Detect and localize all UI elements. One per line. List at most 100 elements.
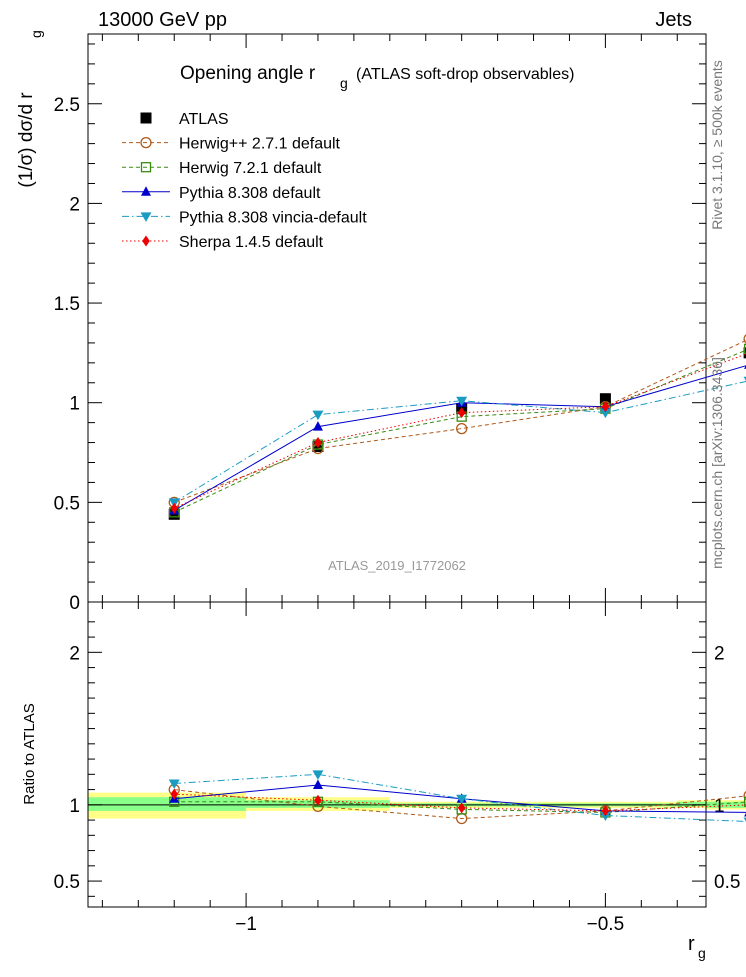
data-point-herwigpp [456, 422, 468, 435]
analysis-label: ATLAS_2019_I1772062 [328, 558, 466, 573]
legend: ATLAS Herwig++ 2.7.1 default Herwig 7.2.1 … [122, 111, 367, 251]
ratio-point-pythia [312, 779, 323, 789]
x-tick-label: −0.5 [587, 914, 625, 935]
ratio-panel: 0.5 0.5 1 1 2 2 −1 −0.5 [54, 601, 746, 935]
ratio-y-tick-label-right: 0.5 [714, 872, 740, 893]
legend-label-pythia: Pythia 8.308 default [179, 185, 321, 202]
legend-item-sherpa: Sherpa 1.4.5 default [122, 234, 324, 251]
ratio-series [168, 770, 746, 825]
data-point-atlas [599, 393, 611, 405]
ratio-y-label: Ratio to ATLAS [21, 703, 38, 804]
ratio-y-tick-label-right: 1 [714, 796, 725, 817]
main-y-tick-label: 1 [69, 394, 80, 415]
title-paren: (ATLAS soft-drop observables) [356, 66, 574, 83]
data-point-herwig7 [743, 343, 746, 355]
header-right: Jets [655, 9, 692, 31]
ratio-y-tick-label: 0.5 [54, 872, 80, 893]
ratio-point-vincia [743, 817, 746, 822]
ratio-line-vincia [174, 773, 746, 822]
rivet-label: Rivet 3.1.10, ≥ 500k events [709, 60, 725, 230]
data-point-vincia [743, 376, 746, 381]
legend-marker-herwig7 [140, 162, 152, 173]
x-tick-label: −1 [235, 914, 257, 935]
legend-item-herwigpp: Herwig++ 2.7.1 default [122, 136, 341, 153]
data-point-sherpa [601, 401, 610, 413]
data-point-pythia [312, 421, 323, 431]
main-y-tick-label: 2 [69, 194, 80, 215]
legend-marker-atlas [140, 112, 152, 124]
data-point-sherpa [457, 407, 466, 419]
series-line-herwig7 [174, 349, 746, 513]
series-line-sherpa [174, 353, 746, 509]
uncertainty-band-inner [88, 797, 247, 811]
ratio-point-herwigpp [743, 790, 746, 801]
ratio-point-sherpa [601, 805, 610, 817]
ratio-point-sherpa [314, 794, 322, 806]
svg-text:Opening angle r: Opening angle r [180, 63, 316, 84]
main-y-tick-label: 2.5 [54, 95, 80, 116]
data-point-herwigpp [743, 334, 746, 344]
ratio-y-tick-label: 1 [69, 796, 80, 817]
data-point-vincia [312, 410, 324, 421]
legend-item-herwig7: Herwig 7.2.1 default [122, 160, 322, 177]
ratio-line-herwigpp [174, 789, 746, 820]
legend-marker-vincia [140, 212, 152, 222]
legend-marker-sherpa [142, 235, 150, 247]
header-left: 13000 GeV pp [98, 9, 227, 31]
series-sherpa [170, 351, 746, 514]
ratio-series-sherpa [170, 788, 746, 817]
ratio-point-vincia [456, 794, 468, 805]
ratio-point-vincia [312, 770, 324, 780]
ratio-y-tick-label-right: 2 [714, 643, 725, 664]
legend-item-atlas: ATLAS [140, 111, 229, 128]
main-y-tick-label: 0 [69, 593, 80, 614]
legend-label-herwig7: Herwig 7.2.1 default [179, 160, 322, 177]
main-y-tick-label: 0.5 [54, 493, 80, 514]
ratio-point-sherpa [457, 802, 466, 814]
series-herwig7 [169, 343, 746, 518]
ratio-point-vincia [168, 779, 180, 789]
series-vincia [168, 376, 746, 508]
x-axis-label-sub: g [698, 945, 706, 961]
main-series [168, 334, 746, 520]
series-line-herwigpp [174, 339, 746, 503]
ratio-bands [88, 792, 746, 819]
legend-label-atlas: ATLAS [179, 111, 229, 128]
legend-item-pythia: Pythia 8.308 default [122, 185, 321, 202]
series-pythia [169, 365, 746, 515]
ratio-line-herwig7 [174, 801, 746, 813]
series-line-pythia [173, 365, 746, 511]
ratio-point-sherpa [170, 788, 179, 800]
main-y-label-text: (1/σ) dσ/d r [16, 92, 37, 188]
uncertainty-band-inner [706, 801, 746, 808]
main-panel: 0 0.5 1 1.5 2 2.5 ATLAS_2019_I1772062 [54, 33, 746, 614]
title-sub: g [340, 75, 348, 91]
data-point-vincia [599, 408, 611, 419]
ratio-line-pythia [174, 784, 746, 813]
ratio-y-tick-label: 2 [69, 643, 80, 664]
main-y-label: (1/σ) dσ/d r g [16, 30, 44, 187]
legend-marker-pythia [141, 186, 151, 196]
ratio-x-ticks: −1 −0.5 [101, 602, 678, 935]
x-axis-label: r [688, 933, 695, 955]
data-point-vincia [456, 396, 468, 407]
ratio-point-herwig7 [743, 796, 746, 807]
mcplots-label: mcplots.cern.ch [arXiv:1306.3436] [709, 357, 725, 569]
main-y-ticks: 0 0.5 1 1.5 2 2.5 [54, 43, 706, 614]
legend-label-vincia: Pythia 8.308 vincia-default [179, 209, 367, 226]
legend-label-herwigpp: Herwig++ 2.7.1 default [179, 136, 341, 153]
data-point-sherpa [170, 502, 179, 514]
data-point-sherpa [314, 437, 322, 449]
svg-text:(1/σ) dσ/d r: (1/σ) dσ/d r [16, 92, 37, 188]
chart-title: Opening angle r g (ATLAS soft-drop obser… [180, 63, 574, 91]
main-x-ticks [101, 34, 678, 602]
main-y-label-sub: g [28, 30, 44, 38]
title-main: Opening angle r [180, 63, 316, 84]
series-atlas [168, 347, 746, 520]
legend-marker-herwigpp [140, 136, 152, 149]
legend-label-sherpa: Sherpa 1.4.5 default [179, 234, 324, 251]
ratio-frame [87, 601, 707, 908]
ratio-y-ticks: 0.5 0.5 1 1 2 2 [54, 621, 740, 897]
main-y-tick-label: 1.5 [54, 294, 80, 315]
